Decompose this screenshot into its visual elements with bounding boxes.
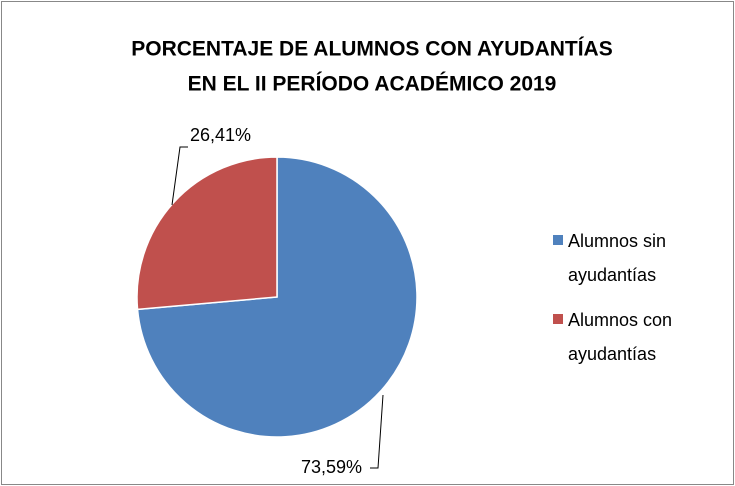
legend-swatch [553,235,563,245]
legend-entry: Alumnos sin ayudantías [553,224,693,292]
legend-entry: Alumnos con ayudantías [553,303,693,371]
legend: Alumnos sin ayudantías Alumnos con ayudan… [553,224,713,382]
legend-label: Alumnos sin ayudantías [568,231,667,285]
data-label: 26,41% [190,125,251,145]
leader-line [171,146,188,206]
pie-slice [136,156,278,311]
legend-label: Alumnos con ayudantías [568,310,673,364]
pie [136,156,418,438]
chart-title: PORCENTAJE DE ALUMNOS CON AYUDANTÍAS [131,38,612,61]
data-label: 73,59% [301,457,362,477]
legend-swatch [553,314,563,324]
leader-line [370,394,384,469]
chart-title: EN EL II PERÍODO ACADÉMICO 2019 [188,73,557,96]
